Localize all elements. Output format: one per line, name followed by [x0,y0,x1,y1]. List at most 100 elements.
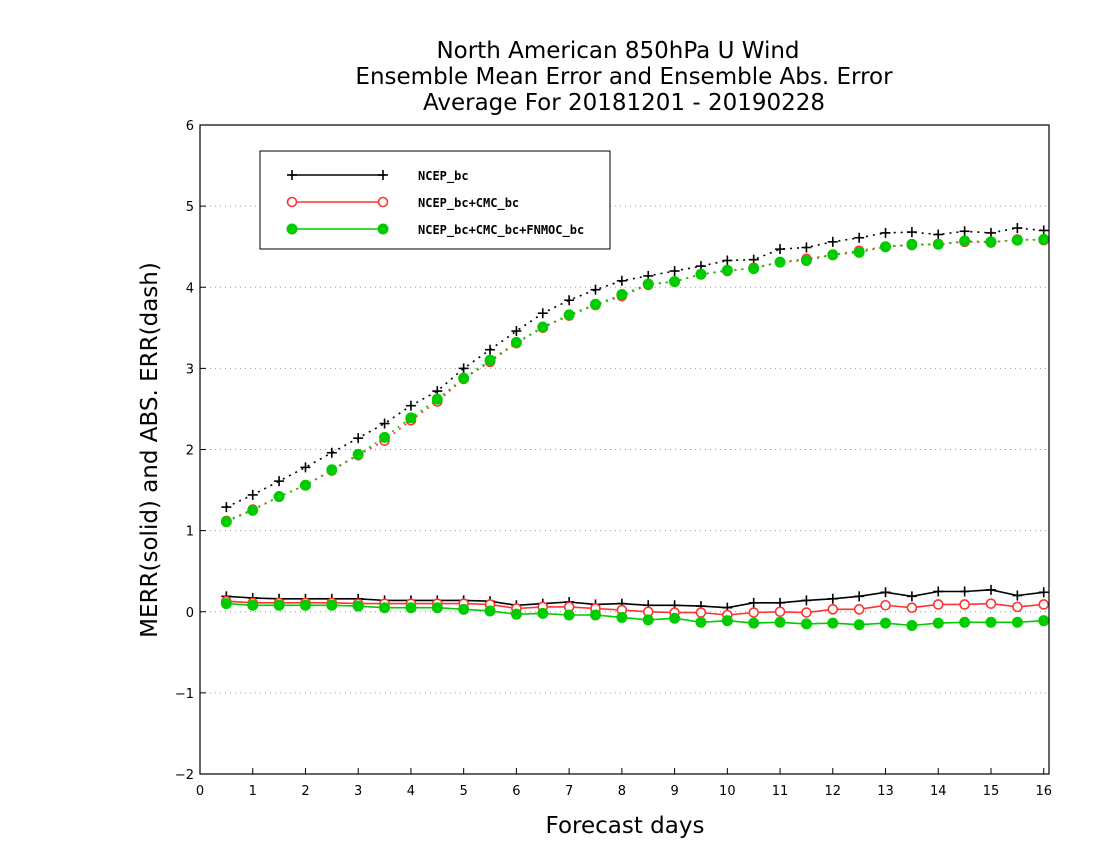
abs-err-point [854,232,865,243]
merr-point [669,612,681,624]
abs-err-point [800,254,812,266]
x-tick-label: 1 [249,784,257,799]
legend: NCEP_bc NCEP_bc+CMC_bc NCEP_bc+CMC_bc+FNMO… [259,150,611,250]
abs-err-point [880,241,892,253]
merr-point [1012,601,1023,613]
abs-err-point [906,227,917,238]
abs-err-point [669,266,680,277]
merr-point [932,599,944,610]
x-tick-label: 13 [877,784,894,799]
merr-point [774,606,786,618]
abs-err-point [932,238,944,250]
abs-err-point [827,249,839,261]
series-1 [221,234,1050,621]
abs-err-point [273,491,285,503]
x-tick-label: 10 [719,784,736,799]
merr-point [985,616,997,628]
abs-err-point [775,244,786,255]
abs-err-point [564,295,575,306]
abs-err-point [827,236,838,247]
abs-err-point [405,412,417,424]
abs-err-point [801,242,812,253]
y-axis-label: MERR(solid) and ABS. ERR(dash) [137,262,163,638]
legend-marker [286,196,298,208]
abs-err-line [226,227,1044,508]
merr-point [510,608,522,620]
merr-point [1038,615,1050,627]
x-tick-label: 9 [670,784,678,799]
y-tick-label: 2 [186,444,194,459]
legend-marker [377,196,389,208]
merr-point [853,619,865,631]
merr-point [985,584,996,595]
merr-point [775,597,786,608]
merr-point [273,599,285,611]
abs-err-point [379,418,390,429]
title-line-3: Average For 20181201 - 20190228 [423,90,825,116]
merr-point [721,615,733,627]
x-tick-label: 15 [983,784,1000,799]
merr-point [537,607,549,619]
abs-err-point [985,236,997,248]
abs-err-point [1011,234,1023,246]
legend-marker [287,170,297,180]
legend-box [259,150,611,250]
x-tick-label: 8 [618,784,626,799]
y-tick-label: 0 [186,606,194,621]
abs-err-point [563,309,575,321]
abs-err-point [906,238,918,250]
x-tick-label: 7 [565,784,573,799]
abs-err-point [616,275,627,286]
title-line-2: Ensemble Mean Error and Ensemble Abs. Er… [355,64,893,90]
merr-point [906,620,918,632]
abs-err-point [353,433,364,444]
series-2 [220,233,1050,632]
abs-err-point [1038,225,1049,236]
abs-err-point [722,255,733,266]
legend-entry-0: NCEP_bc [287,169,469,184]
abs-err-point [485,344,496,355]
abs-err-point [642,278,654,290]
y-tick-label: −2 [175,768,194,783]
merr-point [880,617,892,629]
merr-point [589,609,601,621]
y-tick-label: −1 [175,687,194,702]
merr-point [616,611,628,623]
abs-err-point [326,447,337,458]
x-axis-label: Forecast days [546,813,705,839]
merr-point [247,599,259,611]
merr-point [748,597,759,608]
y-tick-label: 5 [186,200,194,215]
chart-title: North American 850hPa U Wind Ensemble Me… [355,38,893,116]
abs-err-point [616,289,628,301]
legend-entry-2: NCEP_bc+CMC_bc+FNMOC_bc [286,223,584,238]
legend-marker [377,223,389,235]
legend-marker [378,170,388,180]
legend-entry-1: NCEP_bc+CMC_bc [286,196,519,211]
abs-err-point [1012,223,1023,234]
abs-err-point [589,298,601,310]
abs-err-point [853,246,865,258]
merr-point [748,617,760,629]
x-tick-label: 11 [772,784,789,799]
abs-err-point [695,268,707,280]
x-tick-label: 6 [512,784,520,799]
abs-err-point [247,489,258,500]
merr-point [854,591,865,602]
abs-err-point [590,284,601,295]
abs-err-point [379,431,391,443]
legend-marker [286,223,298,235]
title-line-1: North American 850hPa U Wind [436,38,799,64]
abs-err-point [221,502,232,513]
legend-label: NCEP_bc [418,169,469,184]
abs-err-line [226,238,1044,522]
merr-point [801,607,812,618]
x-tick-label: 16 [1035,784,1052,799]
merr-point [1038,587,1049,598]
abs-err-point [537,308,548,319]
abs-err-line [226,238,1044,523]
merr-point [933,586,944,597]
merr-point [932,617,944,629]
abs-err-point [274,476,285,487]
